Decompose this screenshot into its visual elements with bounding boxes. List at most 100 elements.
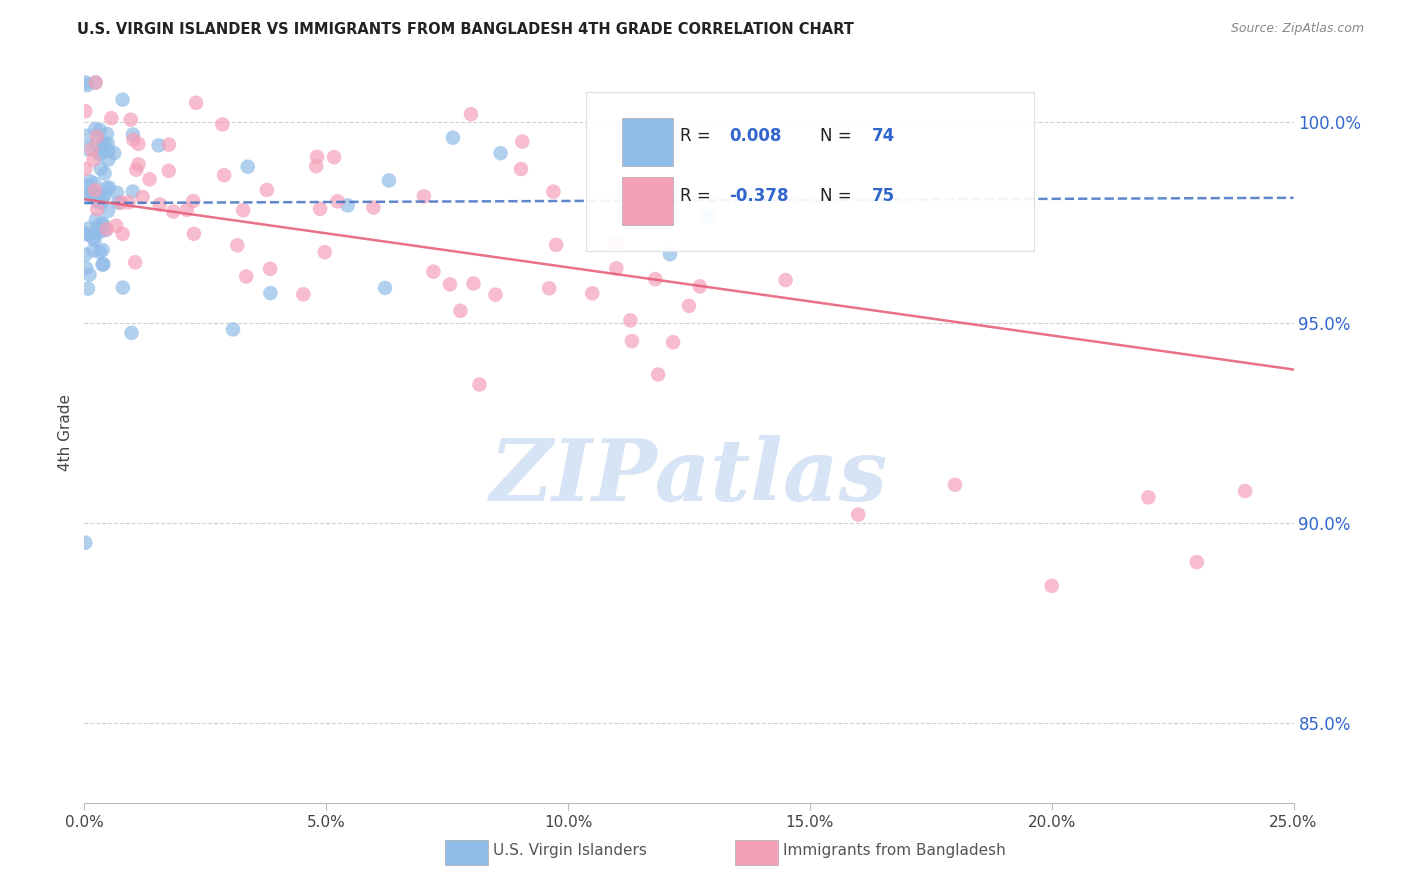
FancyBboxPatch shape (623, 118, 673, 166)
Point (222, 322, 245, 336)
Point (84, 183, 107, 197)
Point (86, 188, 108, 202)
Point (122, 133, 145, 147)
Point (76, 227, 98, 242)
Point (89, 145, 111, 160)
Point (83, 177, 105, 191)
Point (323, 150, 346, 164)
Point (127, 157, 149, 171)
Point (678, 299, 700, 313)
Point (696, 210, 718, 224)
Point (80, 142, 103, 156)
Point (79, 268, 101, 282)
Point (374, 281, 396, 295)
Point (846, 508, 869, 522)
Point (86, 129, 108, 144)
Point (336, 198, 359, 212)
Text: R =: R = (681, 128, 717, 145)
Text: N =: N = (820, 186, 856, 204)
Point (82, 244, 104, 258)
Point (91, 218, 114, 232)
Point (82, 153, 104, 167)
Point (76, 128, 98, 143)
Point (235, 269, 257, 284)
Point (232, 203, 254, 218)
Point (121, 185, 143, 199)
Point (89, 225, 111, 239)
Point (84, 75, 107, 89)
Point (75, 162, 97, 177)
Point (148, 138, 170, 153)
Point (76, 142, 98, 156)
Point (120, 112, 142, 127)
Point (259, 286, 281, 301)
Point (363, 201, 385, 215)
Point (184, 95, 207, 110)
Point (91, 188, 114, 202)
Point (259, 261, 281, 276)
Point (619, 313, 641, 327)
Point (581, 286, 603, 301)
Point (689, 279, 711, 293)
Point (82, 185, 104, 199)
Point (489, 146, 512, 161)
Point (84, 212, 107, 227)
Point (256, 183, 278, 197)
Point (157, 164, 180, 178)
Text: U.S. VIRGIN ISLANDER VS IMMIGRANTS FROM BANGLADESH 4TH GRADE CORRELATION CHART: U.S. VIRGIN ISLANDER VS IMMIGRANTS FROM … (77, 22, 855, 37)
Point (326, 194, 349, 209)
Point (75, 178, 97, 193)
FancyBboxPatch shape (586, 92, 1033, 252)
Point (111, 227, 134, 241)
Point (1040, 579, 1063, 593)
Point (79, 186, 101, 201)
Point (212, 168, 235, 182)
Text: N =: N = (820, 128, 856, 145)
Point (1137, 491, 1160, 505)
Point (149, 197, 172, 211)
Point (91, 217, 114, 231)
Point (162, 204, 184, 219)
Point (97, 144, 120, 158)
Point (111, 93, 134, 107)
Point (98, 180, 121, 194)
Point (378, 173, 401, 187)
Point (100, 112, 122, 126)
Point (75, 535, 97, 549)
Point (176, 202, 198, 217)
Point (117, 195, 139, 210)
Point (91, 140, 114, 154)
Point (546, 237, 568, 252)
Point (89, 147, 111, 161)
Point (87, 219, 110, 234)
Point (211, 117, 233, 131)
Point (86, 202, 108, 216)
Point (449, 303, 471, 318)
Point (538, 281, 561, 295)
Point (157, 137, 180, 152)
Point (75, 227, 97, 241)
Point (86, 136, 108, 150)
Point (105, 219, 128, 233)
Point (412, 189, 434, 203)
Text: 74: 74 (872, 128, 894, 145)
Point (463, 277, 485, 291)
Point (605, 261, 627, 276)
FancyBboxPatch shape (444, 840, 488, 865)
Point (87, 224, 110, 238)
Point (75, 104, 97, 119)
Point (125, 162, 148, 177)
Point (75, 75, 97, 89)
Point (83, 231, 105, 245)
Point (1234, 483, 1257, 498)
FancyBboxPatch shape (735, 840, 779, 865)
Text: U.S. Virgin Islanders: U.S. Virgin Islanders (494, 844, 647, 858)
Point (94, 223, 117, 237)
Point (86, 194, 108, 209)
Point (76, 190, 98, 204)
Point (93, 189, 115, 203)
Point (314, 245, 336, 260)
Point (93, 257, 115, 271)
Point (305, 150, 328, 164)
Point (236, 160, 259, 174)
